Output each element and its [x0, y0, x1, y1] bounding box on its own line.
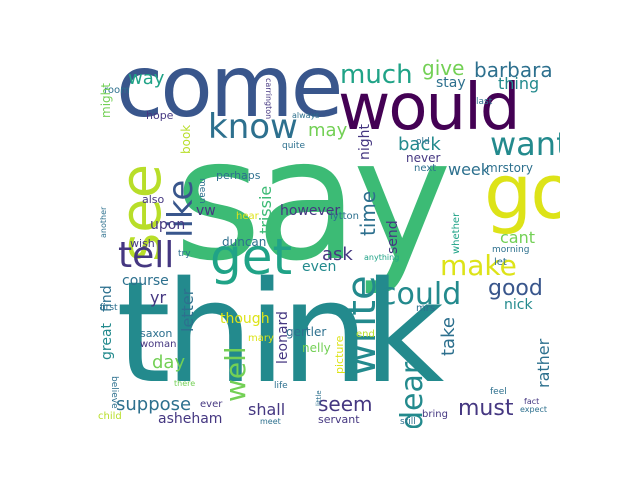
word-want: want	[490, 125, 560, 163]
word-feel: feel	[490, 387, 507, 397]
word-course: course	[122, 273, 169, 289]
word-way: way	[128, 68, 165, 89]
word-send: send	[385, 220, 401, 254]
word-good: good	[488, 276, 543, 301]
word-even: even	[302, 259, 337, 275]
word-also: also	[142, 193, 165, 206]
word-next: next	[414, 163, 437, 174]
word-week: week	[448, 160, 491, 179]
word-take: take	[438, 317, 459, 356]
word-yr: yr	[150, 288, 167, 307]
word-letter: letter	[178, 288, 197, 332]
word-seem: seem	[318, 392, 373, 416]
word-there: there	[174, 379, 196, 388]
word-ask: ask	[322, 244, 353, 265]
word-say: say	[174, 102, 452, 298]
word-come: come	[116, 58, 344, 137]
word-gertler: gertler	[286, 325, 327, 339]
word-woman: woman	[140, 339, 177, 350]
word-get: get	[210, 228, 293, 286]
word-suppose: suppose	[116, 394, 192, 415]
word-expect: expect	[520, 405, 548, 414]
word-write: write	[339, 275, 385, 376]
word-may: may	[308, 120, 348, 141]
word-morning: morning	[492, 245, 530, 255]
word-would: would	[338, 71, 520, 145]
word-picture: picture	[333, 335, 346, 374]
word-go: go	[484, 147, 560, 236]
word-try: try	[178, 249, 191, 259]
word-life: life	[274, 381, 288, 391]
word-servant: servant	[318, 413, 360, 426]
word-perhaps: perhaps	[216, 169, 261, 182]
word-mrs: mrs	[416, 303, 436, 314]
word-shall: shall	[248, 400, 286, 419]
word-thing: thing	[498, 74, 540, 93]
word-mary: mary	[248, 333, 274, 344]
word-lytton: lytton	[330, 211, 359, 222]
word-old: old	[416, 137, 430, 147]
word-room: room	[104, 85, 130, 96]
word-anything: anything	[364, 253, 400, 262]
word-tell: tell	[118, 235, 175, 276]
word-upon: upon	[150, 217, 186, 233]
word-book: book	[179, 124, 193, 154]
word-never: never	[406, 151, 441, 165]
word-ever: ever	[200, 399, 223, 410]
word-whether: whether	[451, 212, 462, 254]
word-duncan: duncan	[222, 235, 267, 249]
word-great: great	[99, 322, 115, 360]
word-bring: bring	[422, 409, 448, 420]
word-barbara: barbara	[474, 58, 553, 82]
word-quite: quite	[282, 141, 305, 151]
word-well: well	[219, 346, 252, 402]
word-meet: meet	[260, 417, 281, 426]
word-must: must	[458, 396, 514, 421]
word-vw: vw	[196, 203, 216, 219]
word-child: child	[98, 411, 122, 422]
word-rather: rather	[534, 338, 553, 388]
word-stay: stay	[436, 75, 466, 91]
word-cloud: say think come would go see get know wan…	[96, 58, 560, 428]
word-asheham: asheham	[158, 411, 223, 427]
word-still: still	[400, 417, 416, 427]
word-let: let	[494, 257, 507, 268]
word-though: though	[220, 311, 270, 327]
word-fact: fact	[524, 397, 540, 406]
word-day: day	[152, 352, 186, 373]
word-however: however	[280, 203, 341, 219]
word-think: think	[116, 252, 444, 415]
word-end: end	[356, 329, 375, 340]
word-might: might	[99, 83, 113, 118]
word-could: could	[380, 277, 462, 312]
word-last: last	[476, 97, 493, 107]
word-hear: hear	[236, 211, 259, 222]
word-nelly: nelly	[302, 341, 331, 355]
word-saxon: saxon	[140, 327, 173, 340]
word-another: another	[99, 206, 108, 238]
word-give: give	[422, 58, 465, 80]
word-trissie: trissie	[256, 185, 275, 234]
word-wish: wish	[130, 237, 155, 250]
word-night: night	[357, 123, 373, 160]
word-little: little	[315, 390, 323, 406]
word-mean: mean	[197, 178, 207, 204]
word-time: time	[356, 190, 380, 236]
word-first: first	[100, 303, 118, 313]
word-much: much	[340, 60, 413, 90]
word-nick: nick	[504, 297, 533, 313]
word-carrington: carrington	[264, 78, 273, 120]
word-know: know	[208, 107, 298, 147]
word-hope: hope	[146, 109, 174, 122]
word-make: make	[440, 249, 517, 282]
word-cant: cant	[500, 228, 536, 247]
word-always: always	[292, 111, 320, 120]
word-mrstory: mrstory	[486, 161, 533, 175]
word-believe: believe	[109, 376, 119, 409]
word-back: back	[398, 134, 441, 155]
